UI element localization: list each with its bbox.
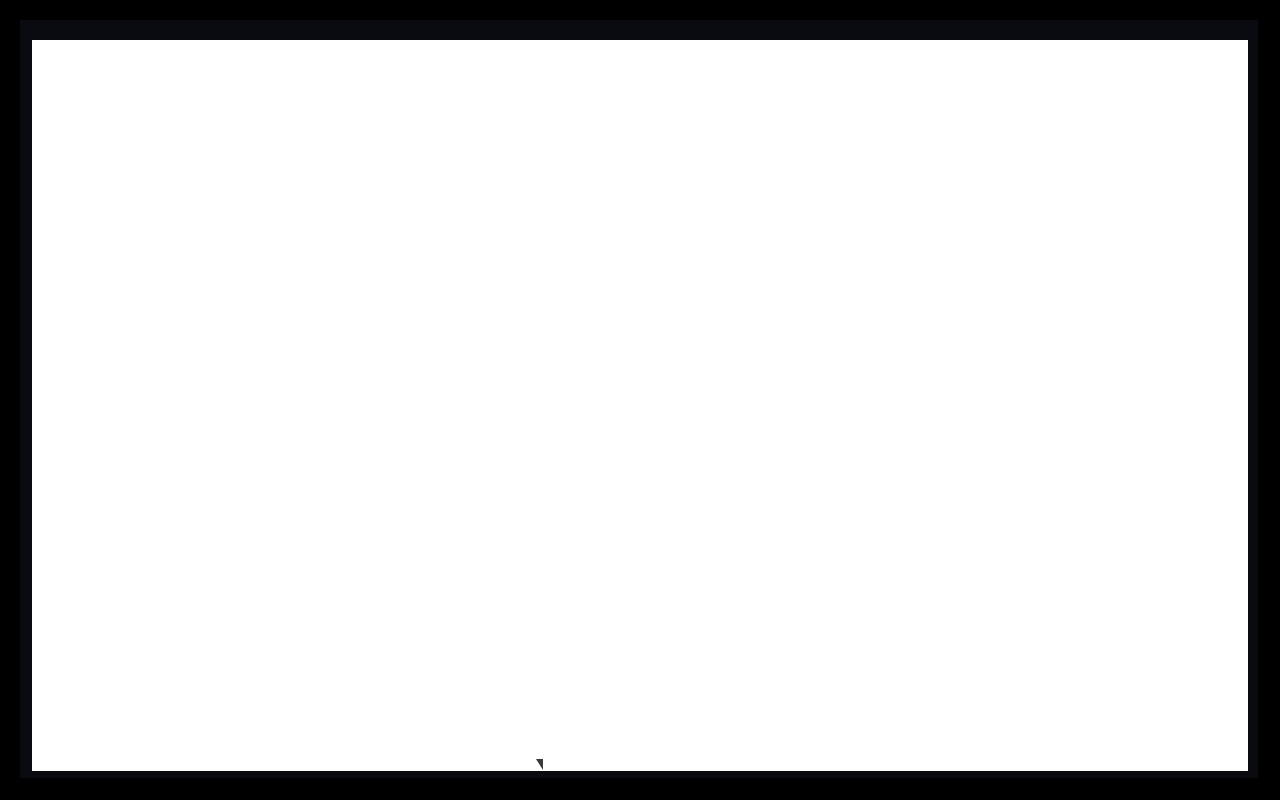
blank-canvas[interactable] bbox=[32, 40, 1248, 771]
mouse-pointer-icon bbox=[536, 756, 544, 770]
